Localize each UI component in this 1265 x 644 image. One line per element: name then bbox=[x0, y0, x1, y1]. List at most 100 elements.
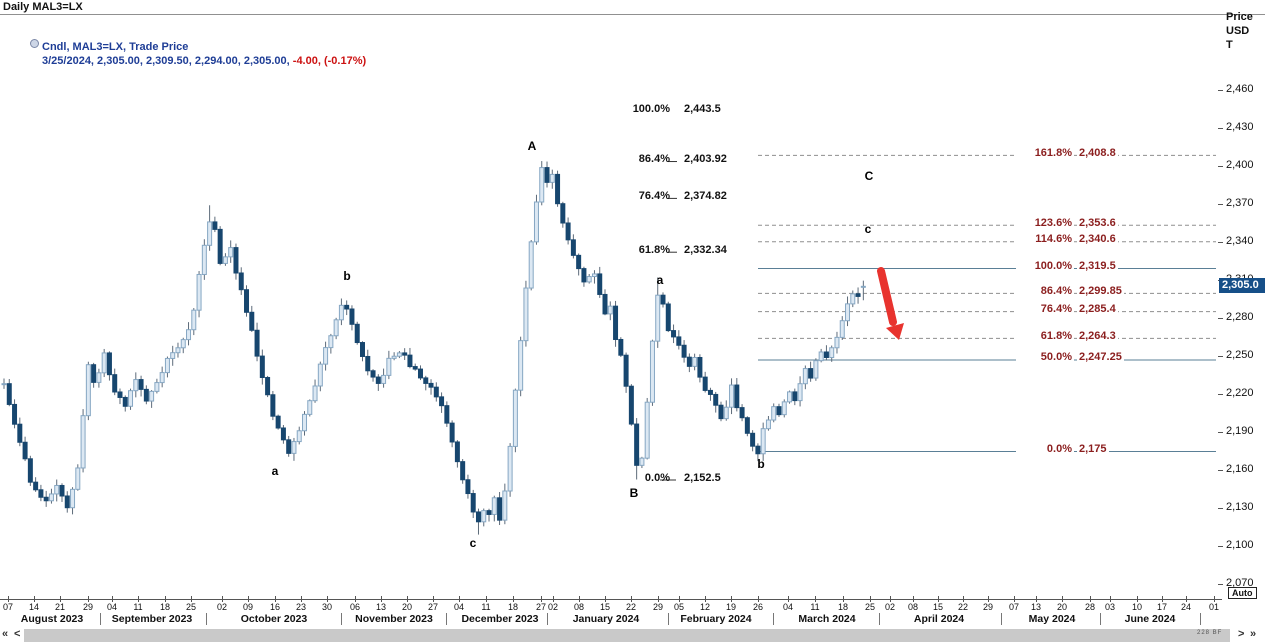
x-axis-day-tick: 18 bbox=[159, 602, 171, 612]
legend-change-values: -4.00, (-0.17%) bbox=[292, 55, 367, 67]
wave-label-C[interactable]: C bbox=[864, 169, 874, 183]
wave-label-b[interactable]: b bbox=[343, 269, 351, 283]
x-axis-month-divider bbox=[1200, 613, 1201, 625]
x-axis-day-tick: 09 bbox=[242, 602, 254, 612]
legend-badge-icon bbox=[30, 39, 39, 48]
fib-projection-label[interactable]: 0.0% 2,175 bbox=[1016, 443, 1109, 455]
x-axis-day-tick: 11 bbox=[810, 602, 820, 612]
wave-label-c[interactable]: c bbox=[469, 536, 477, 550]
x-axis-month-label: December 2023 bbox=[461, 613, 539, 625]
fibonacci-lines[interactable] bbox=[660, 154, 1216, 481]
x-axis-day-tick: 15 bbox=[599, 602, 611, 612]
x-axis-day-tick: 02 bbox=[216, 602, 228, 612]
x-axis-month-divider bbox=[341, 613, 342, 625]
x-axis-day-tick: 08 bbox=[907, 602, 919, 612]
legend-ohlc-values: 3/25/2024, 2,305.00, 2,309.50, 2,294.00,… bbox=[42, 55, 293, 67]
x-axis-day-tick: 12 bbox=[699, 602, 711, 612]
x-axis-day-tick: 15 bbox=[932, 602, 944, 612]
fib-retracement-label[interactable]: 61.8% 2,332.34 bbox=[638, 243, 727, 256]
price-axis-tick-label: 2,400 bbox=[1226, 159, 1254, 171]
x-axis-day-tick: 21 bbox=[54, 602, 66, 612]
x-axis-day-tick: 16 bbox=[269, 602, 281, 612]
wave-label-a[interactable]: a bbox=[271, 464, 279, 478]
window-title: Daily MAL3=LX bbox=[3, 1, 83, 13]
price-axis-tick-label: 2,340 bbox=[1226, 235, 1254, 247]
wave-label-c[interactable]: c bbox=[864, 222, 872, 236]
scroll-right-icon[interactable]: > bbox=[1238, 628, 1245, 640]
fib-retracement-label[interactable]: 0.0% 2,152.5 bbox=[644, 471, 721, 484]
x-axis-day-tick: 07 bbox=[1008, 602, 1020, 612]
x-axis-day-tick: 02 bbox=[547, 602, 559, 612]
wave-label-B[interactable]: B bbox=[629, 486, 639, 500]
horizontal-scrollbar-track[interactable] bbox=[24, 629, 1230, 642]
x-axis-day-tick: 27 bbox=[535, 602, 547, 612]
x-axis-month-divider bbox=[547, 613, 548, 625]
x-axis-day-tick: 17 bbox=[1156, 602, 1168, 612]
x-axis-day-tick: 08 bbox=[573, 602, 585, 612]
wave-label-a[interactable]: a bbox=[656, 273, 664, 287]
x-axis-day-tick: 14 bbox=[28, 602, 40, 612]
x-axis-day-tick: 19 bbox=[725, 602, 737, 612]
x-axis-day-tick: 20 bbox=[401, 602, 413, 612]
x-axis-day-tick: 11 bbox=[481, 602, 491, 612]
x-axis-month-label: September 2023 bbox=[111, 613, 193, 625]
scroll-far-left-icon[interactable]: « bbox=[2, 628, 9, 640]
x-axis-day-tick: 05 bbox=[673, 602, 685, 612]
x-axis-month-label: May 2024 bbox=[1028, 613, 1076, 625]
trend-arrow-annotation[interactable] bbox=[877, 267, 904, 340]
x-axis-month-label: March 2024 bbox=[798, 613, 856, 625]
x-axis-day-tick: 06 bbox=[349, 602, 361, 612]
x-axis-month-label: April 2024 bbox=[913, 613, 965, 625]
current-price-tag: 2,305.0 bbox=[1219, 278, 1265, 293]
x-axis-day-tick: 26 bbox=[752, 602, 764, 612]
x-axis-day-tick: 04 bbox=[782, 602, 794, 612]
x-axis-day-tick: 23 bbox=[295, 602, 307, 612]
x-axis-month-label: February 2024 bbox=[680, 613, 752, 625]
fib-projection-label[interactable]: 86.4% 2,299.85 bbox=[1016, 284, 1124, 297]
x-axis-day-tick: 13 bbox=[375, 602, 387, 612]
price-axis-tick-label: 2,130 bbox=[1226, 501, 1254, 513]
price-axis-tick-label: 2,220 bbox=[1226, 387, 1254, 399]
x-axis-day-tick: 13 bbox=[1030, 602, 1042, 612]
fib-retracement-label[interactable]: 100.0% 2,443.5 bbox=[632, 102, 721, 115]
axes-grid bbox=[0, 14, 1265, 602]
fib-projection-label[interactable]: 61.8% 2,264.3 bbox=[1016, 329, 1118, 342]
fib-projection-label[interactable]: 100.0% 2,319.5 bbox=[1016, 259, 1118, 272]
fib-projection-label[interactable]: 76.4% 2,285.4 bbox=[1016, 303, 1118, 316]
x-axis-month-label: June 2024 bbox=[1124, 613, 1176, 625]
wave-label-A[interactable]: A bbox=[527, 139, 537, 153]
series-legend[interactable]: Cndl, MAL3=LX, Trade Price bbox=[30, 39, 188, 53]
fib-projection-label[interactable]: 50.0% 2,247.25 bbox=[1016, 351, 1124, 364]
x-axis-day-tick: 07 bbox=[2, 602, 14, 612]
x-axis-day-tick: 11 bbox=[133, 602, 143, 612]
x-axis-month-divider bbox=[206, 613, 207, 625]
price-axis-title: Price USD T bbox=[1226, 11, 1253, 51]
wave-label-b[interactable]: b bbox=[757, 457, 765, 471]
x-axis-day-tick: 29 bbox=[982, 602, 994, 612]
price-axis-tick-label: 2,070 bbox=[1226, 577, 1254, 589]
x-axis-day-tick: 18 bbox=[507, 602, 519, 612]
x-axis-day-tick: 25 bbox=[864, 602, 876, 612]
x-axis-day-tick: 25 bbox=[185, 602, 197, 612]
x-axis-month-divider bbox=[879, 613, 880, 625]
x-axis-month-label: November 2023 bbox=[355, 613, 433, 625]
fib-projection-label[interactable]: 161.8% 2,408.8 bbox=[1016, 146, 1118, 159]
scroll-far-right-icon[interactable]: » bbox=[1250, 628, 1257, 640]
fib-projection-label[interactable]: 114.6% 2,340.6 bbox=[1016, 233, 1118, 246]
x-axis-month-divider bbox=[100, 613, 101, 625]
fib-projection-label[interactable]: 123.6% 2,353.6 bbox=[1016, 216, 1118, 229]
candles-group bbox=[1, 161, 866, 535]
x-axis-day-tick: 22 bbox=[957, 602, 969, 612]
x-axis-month-divider bbox=[446, 613, 447, 625]
scroll-left-icon[interactable]: < bbox=[14, 628, 21, 640]
x-axis-month-label: October 2023 bbox=[240, 613, 308, 625]
price-axis-tick-label: 2,280 bbox=[1226, 311, 1254, 323]
price-axis-tick-label: 2,250 bbox=[1226, 349, 1254, 361]
axis-auto-scale-button[interactable]: Auto bbox=[1228, 587, 1257, 599]
fib-retracement-label[interactable]: 86.4% 2,403.92 bbox=[638, 153, 727, 166]
price-axis-tick-label: 2,100 bbox=[1226, 539, 1254, 551]
x-axis-day-tick: 04 bbox=[453, 602, 465, 612]
x-axis-month-divider bbox=[668, 613, 669, 625]
fib-retracement-label[interactable]: 76.4% 2,374.82 bbox=[638, 189, 727, 202]
